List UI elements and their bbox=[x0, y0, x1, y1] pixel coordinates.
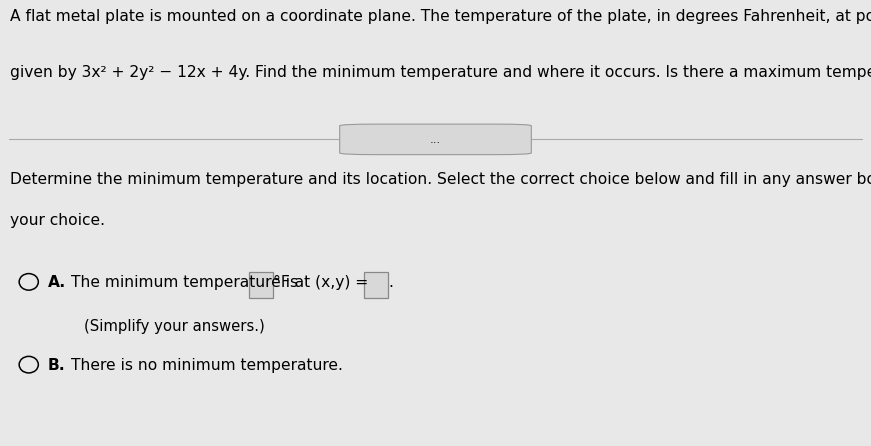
Text: A flat metal plate is mounted on a coordinate plane. The temperature of the plat: A flat metal plate is mounted on a coord… bbox=[10, 9, 871, 25]
Text: (Simplify your answers.): (Simplify your answers.) bbox=[84, 319, 266, 334]
Text: your choice.: your choice. bbox=[10, 213, 105, 228]
FancyBboxPatch shape bbox=[249, 272, 273, 297]
Text: .: . bbox=[388, 275, 394, 290]
FancyBboxPatch shape bbox=[364, 272, 388, 297]
Text: given by 3x² + 2y² − 12x + 4y. Find the minimum temperature and where it occurs.: given by 3x² + 2y² − 12x + 4y. Find the … bbox=[10, 65, 871, 80]
Text: B.: B. bbox=[48, 358, 65, 372]
Text: The minimum temperature is: The minimum temperature is bbox=[71, 275, 303, 290]
Text: Determine the minimum temperature and its location. Select the correct choice be: Determine the minimum temperature and it… bbox=[10, 172, 871, 187]
FancyBboxPatch shape bbox=[340, 124, 531, 155]
Text: There is no minimum temperature.: There is no minimum temperature. bbox=[71, 358, 343, 372]
Text: A.: A. bbox=[48, 275, 66, 290]
Text: ...: ... bbox=[430, 133, 441, 146]
Text: °F at (x,y) =: °F at (x,y) = bbox=[273, 275, 374, 290]
